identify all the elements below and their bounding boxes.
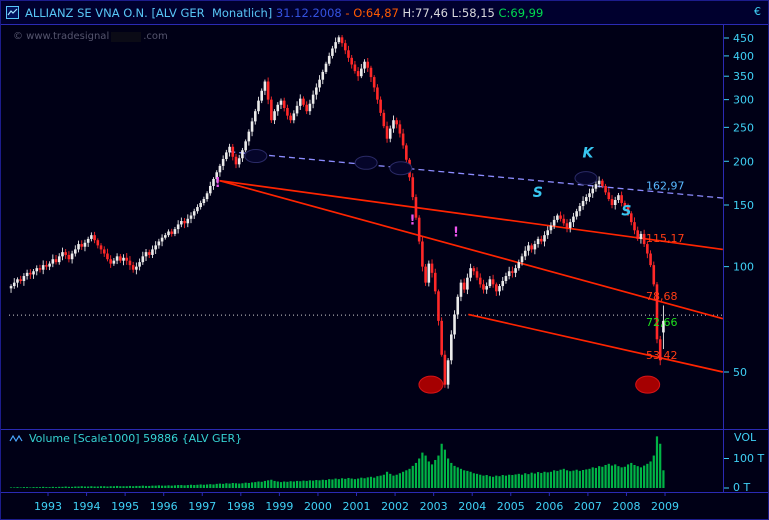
volume-tick-100: 100 T [733,452,764,465]
volume-label: Volume [Scale1000] [29,431,144,445]
watermark: © www.tradesignal .com [13,31,168,42]
volume-value: 59886 [143,431,182,445]
letter-annotation[interactable]: K [582,146,594,162]
year-label: 2007 [574,500,602,513]
price-tick-label: 400 [733,50,754,63]
level-label[interactable]: 72,66 [646,316,678,329]
red-ellipse[interactable] [635,375,661,394]
price-tick-label: 350 [733,70,754,83]
title-segment: - [345,5,354,20]
volume-tick-0: 0 T [733,481,750,494]
red-trendline-2[interactable] [219,179,724,320]
title-segment: L:58,15 [451,5,499,20]
exclamation-annotation[interactable]: ! [453,225,459,240]
dark-ellipse[interactable] [354,155,378,170]
price-tick-label: 200 [733,155,754,168]
dashed-trendline[interactable] [229,151,723,199]
year-label: 2004 [458,500,486,513]
title-segment: O:64,87 [353,5,403,20]
red-ellipse-markers[interactable] [418,375,661,394]
letter-annotation[interactable]: S [621,203,631,219]
title-segment: H:77,46 [402,5,452,20]
year-label: 1998 [227,500,255,513]
red-trendline-3[interactable] [468,313,724,373]
year-label: 2003 [420,500,448,513]
watermark-redaction [111,31,142,42]
year-label: 2000 [304,500,332,513]
year-label: 1999 [265,500,293,513]
level-labels[interactable]: 162,97 115,17 78,68 72,66 53,42 [646,179,685,362]
price-axis: 450 400 350 300 250 200 150 100 50 [723,32,754,379]
level-label[interactable]: 162,97 [646,179,685,192]
volume-axis-title: VOL [734,431,757,444]
volume-indicator-icon [9,434,23,442]
exclamation-annotation[interactable]: ! [215,176,221,191]
year-label: 2006 [535,500,563,513]
exclamation-annotation[interactable]: ! [409,213,415,228]
volume-symbol: {ALV GER} [181,431,243,445]
chart-title: ALLIANZ SE VNA O.N. [ALV GER Monatlich] … [25,6,543,20]
chart-canvas[interactable]: S K S!!! 162,97 115,17 78,68 72,66 53,42 450 400 3… [1,24,769,520]
price-tick-label: 50 [733,366,747,379]
price-tick-label: 150 [733,199,754,212]
letter-annotation[interactable]: S [533,185,543,201]
exclamation-marks[interactable]: !!! [215,176,459,241]
volume-bars [9,436,665,488]
year-label: 1994 [73,500,101,513]
year-label: 2008 [612,500,640,513]
dark-ellipse[interactable] [389,161,413,176]
time-axis: 1993 1994 1995 1996 1997 1998 1999 2000 2001 2002… [34,493,679,513]
title-segment: 31.12.2008 [275,5,346,20]
sks-letters[interactable]: S K S [533,146,632,220]
watermark-prefix: © www.tradesignal [13,31,110,42]
price-tick-label: 250 [733,121,754,134]
title-segment: ALLIANZ SE VNA O.N. [ALV GER Monatlich] [25,5,276,20]
volume-header: Volume [Scale1000] 59886 {ALV GER} [9,431,242,445]
volume-axis: VOL 100 T 0 T [723,431,764,494]
year-label: 1993 [34,500,62,513]
title-segment: C:69,99 [498,5,544,20]
dark-ellipse-markers[interactable] [244,149,598,186]
candles-layer [9,35,665,389]
dark-ellipse[interactable] [574,171,598,186]
level-label[interactable]: 78,68 [646,290,678,303]
year-label: 2009 [651,500,679,513]
price-tick-label: 100 [733,261,754,274]
year-label: 1996 [150,500,178,513]
red-ellipse[interactable] [418,375,444,394]
price-tick-label: 300 [733,94,754,107]
year-label: 2002 [381,500,409,513]
year-label: 2005 [497,500,525,513]
watermark-suffix: .com [143,31,168,42]
year-label: 1997 [188,500,216,513]
price-tick-label: 450 [733,32,754,45]
dark-ellipse[interactable] [244,149,268,164]
chart-window-icon[interactable] [6,6,19,19]
year-label: 1995 [111,500,139,513]
level-label[interactable]: 53,42 [646,349,678,362]
currency-label: € [754,5,761,18]
title-bar: ALLIANZ SE VNA O.N. [ALV GER Monatlich] … [1,1,768,25]
level-label[interactable]: 115,17 [646,232,685,245]
year-label: 2001 [343,500,371,513]
